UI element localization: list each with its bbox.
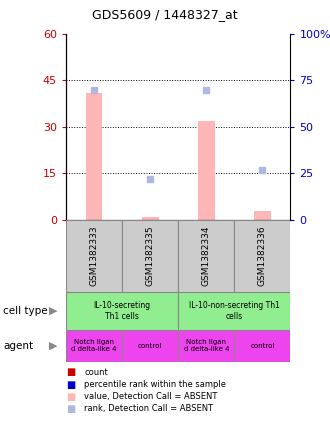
- Text: ■: ■: [66, 367, 75, 377]
- Bar: [254, 211, 271, 220]
- Bar: [66, 220, 122, 292]
- Text: GSM1382336: GSM1382336: [258, 225, 267, 286]
- Text: control: control: [138, 343, 162, 349]
- Text: percentile rank within the sample: percentile rank within the sample: [84, 380, 226, 389]
- Text: IL-10-secreting
Th1 cells: IL-10-secreting Th1 cells: [93, 301, 151, 321]
- Text: agent: agent: [3, 341, 33, 351]
- Text: ▶: ▶: [49, 341, 57, 351]
- Bar: [178, 220, 234, 292]
- Text: GDS5609 / 1448327_at: GDS5609 / 1448327_at: [92, 8, 238, 21]
- Bar: [122, 220, 178, 292]
- Bar: [234, 330, 290, 362]
- Text: control: control: [250, 343, 275, 349]
- Text: Notch ligan
d delta-like 4: Notch ligan d delta-like 4: [71, 339, 117, 352]
- Text: count: count: [84, 368, 108, 377]
- Text: GSM1382333: GSM1382333: [89, 225, 99, 286]
- Bar: [234, 220, 290, 292]
- Text: cell type: cell type: [3, 306, 48, 316]
- Text: GSM1382334: GSM1382334: [202, 225, 211, 286]
- Bar: [198, 121, 214, 220]
- Bar: [142, 217, 158, 220]
- Text: ▶: ▶: [49, 306, 57, 316]
- Text: GSM1382335: GSM1382335: [146, 225, 155, 286]
- Text: ■: ■: [66, 392, 75, 402]
- Text: ■: ■: [66, 379, 75, 390]
- Text: value, Detection Call = ABSENT: value, Detection Call = ABSENT: [84, 392, 217, 401]
- Bar: [66, 330, 122, 362]
- Text: Notch ligan
d delta-like 4: Notch ligan d delta-like 4: [183, 339, 229, 352]
- Bar: [66, 292, 178, 330]
- Bar: [178, 292, 290, 330]
- Bar: [178, 330, 234, 362]
- Bar: [122, 330, 178, 362]
- Text: rank, Detection Call = ABSENT: rank, Detection Call = ABSENT: [84, 404, 213, 414]
- Bar: [85, 93, 102, 220]
- Text: IL-10-non-secreting Th1
cells: IL-10-non-secreting Th1 cells: [189, 301, 280, 321]
- Text: ■: ■: [66, 404, 75, 414]
